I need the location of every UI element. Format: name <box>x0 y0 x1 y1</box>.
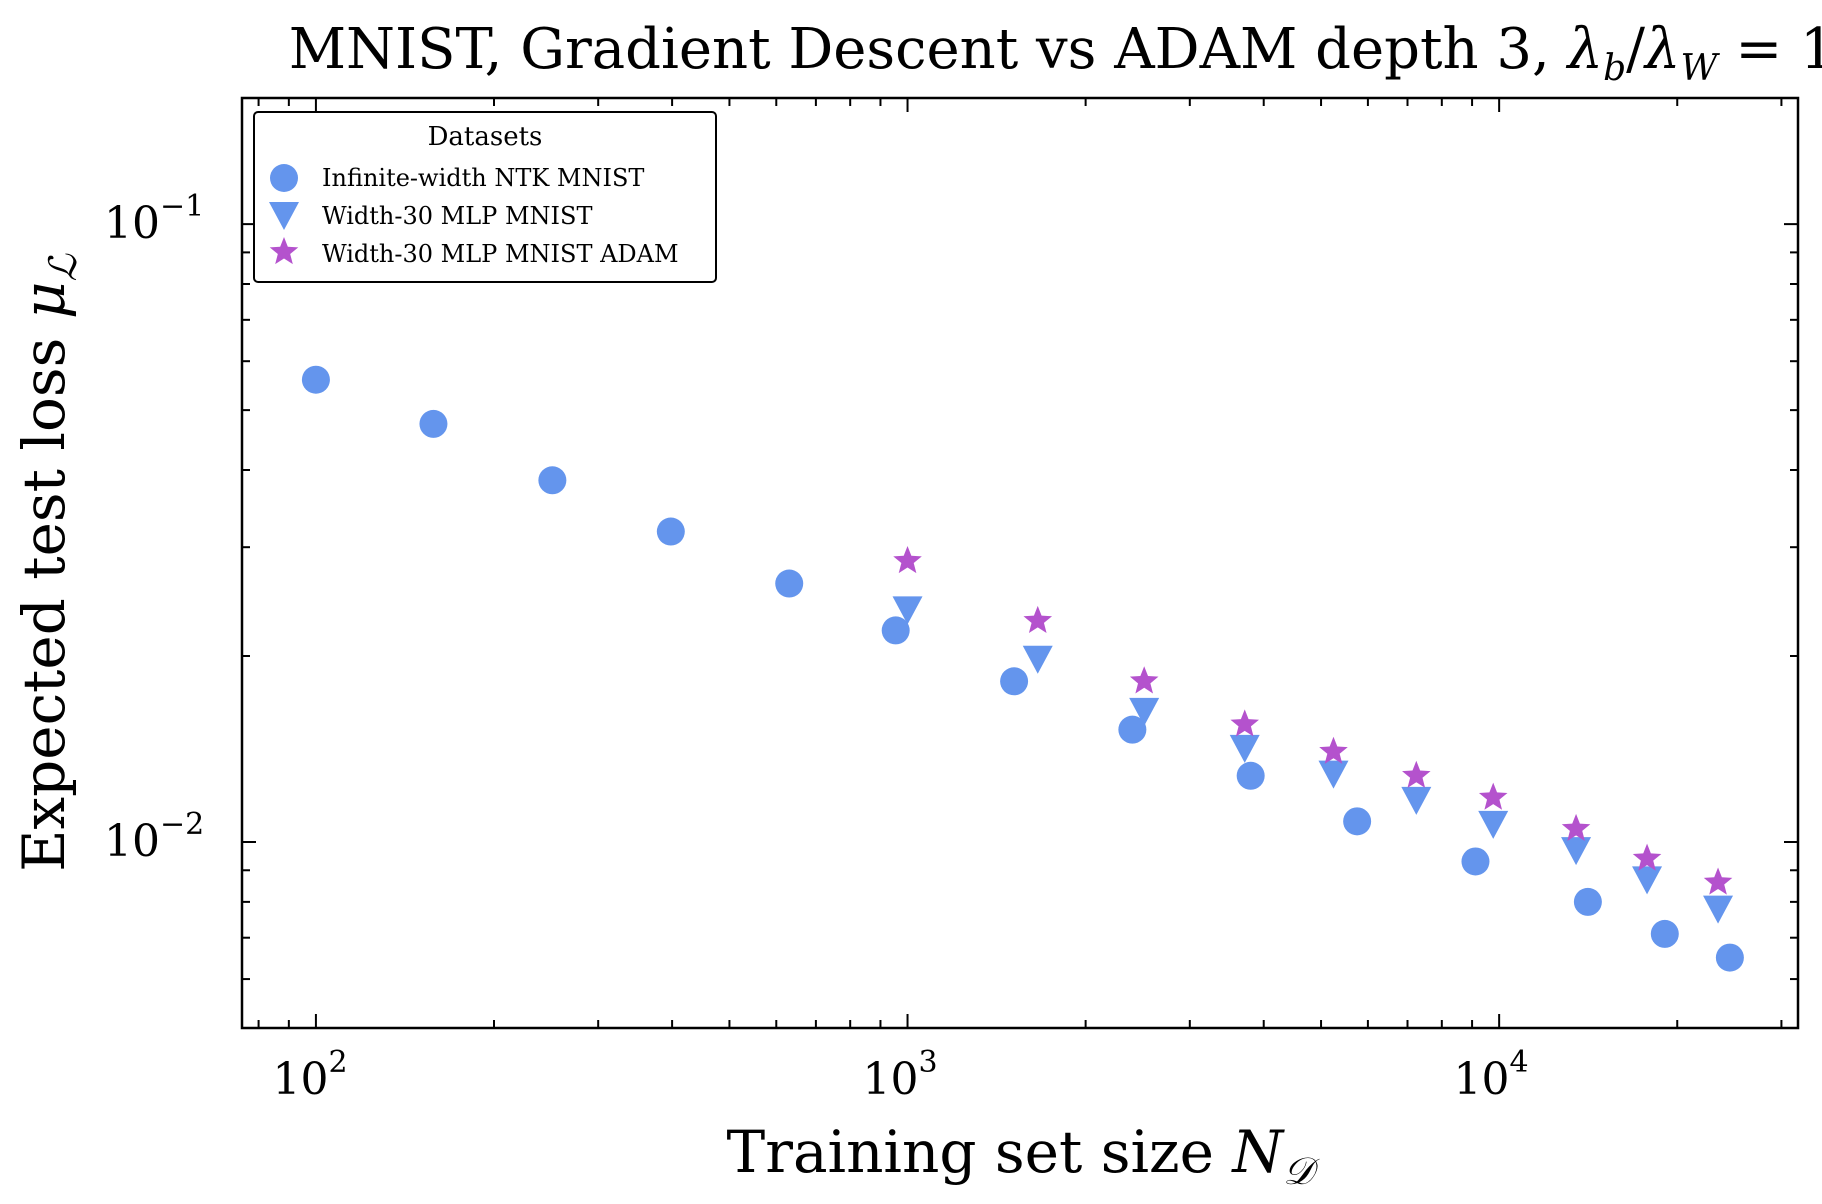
x-tick-label-1e3: 103 <box>862 1045 937 1105</box>
ntk-point <box>301 365 330 394</box>
legend-box <box>253 111 717 283</box>
adam-point <box>1478 782 1508 810</box>
mlp-point <box>1401 786 1432 815</box>
mlp-point <box>1318 760 1349 789</box>
series-2 <box>892 596 1734 924</box>
ntk-point <box>538 466 567 495</box>
adam-point <box>1632 843 1662 871</box>
x-axis-label: Training set size N𝒟 <box>727 1118 1321 1193</box>
ntk-point <box>1343 807 1372 836</box>
mlp-point <box>1229 734 1260 763</box>
ntk-point <box>419 409 448 438</box>
ntk-point <box>1000 667 1029 696</box>
mlp-point <box>1632 866 1663 895</box>
legend-label-mlp: Width-30 MLP MNIST <box>322 202 592 230</box>
mlp-point <box>1561 837 1592 866</box>
legend-label-ntk: Infinite-width NTK MNIST <box>322 164 644 192</box>
ntk-point <box>775 569 804 598</box>
chart-title: MNIST, Gradient Descent vs ADAM depth 3,… <box>289 17 1822 89</box>
data-points <box>301 365 1744 972</box>
axis-ticks <box>242 98 1798 1029</box>
adam-point <box>893 545 922 574</box>
ntk-point <box>1650 919 1679 948</box>
y-tick-label-1e-2: 10−2 <box>104 807 204 867</box>
ntk-point <box>1118 715 1147 744</box>
ntk-point <box>1461 847 1490 876</box>
x-tick-label-1e4: 104 <box>1453 1045 1528 1105</box>
mlp-point <box>1478 810 1509 839</box>
y-axis-label: Expected test loss μℒ <box>10 252 85 871</box>
legend: Datasets Infinite-width NTK MNIST Width-… <box>253 111 717 283</box>
ntk-point <box>881 616 910 645</box>
legend-circle-icon <box>270 164 298 192</box>
mlp-point <box>1703 895 1734 924</box>
ntk-point <box>1236 761 1265 790</box>
series-3 <box>893 545 1733 895</box>
adam-point <box>1703 867 1733 895</box>
adam-point <box>1129 666 1159 694</box>
legend-label-adam: Width-30 MLP MNIST ADAM <box>322 240 679 268</box>
mlp-point <box>1022 645 1053 674</box>
adam-point <box>1319 736 1348 764</box>
ntk-point <box>656 517 685 546</box>
ntk-point <box>1715 943 1744 972</box>
adam-point <box>1561 813 1591 842</box>
adam-point <box>1230 709 1259 737</box>
adam-point <box>1023 605 1053 633</box>
mlp-point <box>892 596 923 625</box>
y-tick-label-1e-1: 10−1 <box>104 189 204 249</box>
series-1 <box>301 365 1744 972</box>
legend-star-icon <box>269 237 299 265</box>
x-tick-label-1e2: 102 <box>272 1045 347 1105</box>
adam-point <box>1402 760 1431 788</box>
legend-title: Datasets <box>428 122 543 152</box>
ntk-point <box>1573 887 1602 916</box>
mlp-point <box>1129 697 1160 726</box>
plot-frame <box>240 96 1800 1030</box>
legend-triangle-icon <box>269 202 299 230</box>
